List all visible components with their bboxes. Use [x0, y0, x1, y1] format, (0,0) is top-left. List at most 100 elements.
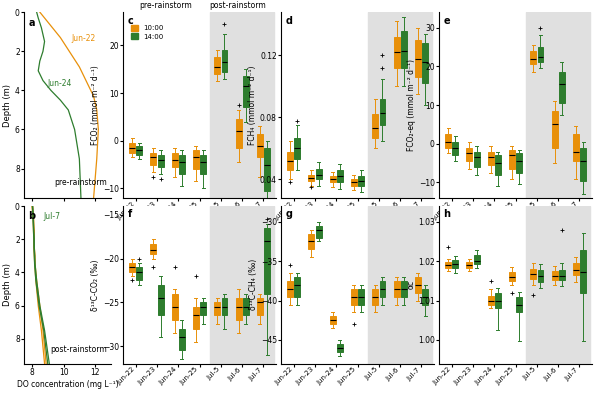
- Text: pre-rainstorm: pre-rainstorm: [54, 178, 107, 187]
- Text: Jul-7: Jul-7: [43, 213, 60, 221]
- PathPatch shape: [538, 270, 544, 282]
- PathPatch shape: [257, 134, 263, 158]
- PathPatch shape: [551, 111, 557, 147]
- Bar: [526, 206, 590, 364]
- PathPatch shape: [330, 176, 335, 183]
- PathPatch shape: [257, 298, 263, 316]
- PathPatch shape: [573, 134, 579, 161]
- PathPatch shape: [372, 114, 378, 137]
- Text: f: f: [128, 209, 132, 219]
- PathPatch shape: [394, 37, 400, 68]
- PathPatch shape: [136, 145, 142, 155]
- PathPatch shape: [415, 40, 421, 77]
- PathPatch shape: [488, 296, 494, 305]
- Y-axis label: Depth (m): Depth (m): [3, 263, 12, 306]
- PathPatch shape: [358, 289, 364, 305]
- Y-axis label: FCH₄ (mmol m⁻² d⁻¹): FCH₄ (mmol m⁻² d⁻¹): [248, 65, 257, 145]
- Bar: [210, 12, 274, 198]
- PathPatch shape: [445, 262, 451, 268]
- Y-axis label: δ¹³C-CO₂ (‰): δ¹³C-CO₂ (‰): [91, 259, 100, 311]
- PathPatch shape: [295, 137, 301, 159]
- PathPatch shape: [452, 261, 458, 268]
- Y-axis label: FCO₂ (mmol m⁻² d⁻¹): FCO₂ (mmol m⁻² d⁻¹): [91, 65, 100, 145]
- PathPatch shape: [151, 153, 157, 164]
- PathPatch shape: [422, 289, 428, 305]
- Text: post-rainstorm: post-rainstorm: [209, 1, 266, 10]
- Bar: [210, 206, 274, 364]
- Bar: [368, 206, 432, 364]
- PathPatch shape: [308, 175, 314, 181]
- PathPatch shape: [337, 344, 343, 352]
- PathPatch shape: [214, 57, 220, 74]
- PathPatch shape: [495, 156, 501, 175]
- Text: d: d: [286, 16, 293, 26]
- PathPatch shape: [287, 152, 293, 170]
- PathPatch shape: [473, 255, 479, 264]
- Legend: 10:00, 14:00: 10:00, 14:00: [131, 25, 164, 40]
- PathPatch shape: [179, 328, 185, 351]
- PathPatch shape: [488, 152, 494, 165]
- PathPatch shape: [530, 269, 536, 279]
- Text: Jun-22: Jun-22: [71, 34, 96, 44]
- Y-axis label: δ¹³C-CH₄ (‰): δ¹³C-CH₄ (‰): [249, 259, 258, 310]
- PathPatch shape: [129, 143, 135, 153]
- Text: b: b: [28, 211, 35, 221]
- PathPatch shape: [243, 76, 249, 107]
- PathPatch shape: [559, 270, 565, 280]
- PathPatch shape: [401, 281, 407, 297]
- PathPatch shape: [200, 302, 206, 316]
- Text: c: c: [128, 16, 133, 26]
- PathPatch shape: [172, 294, 178, 320]
- PathPatch shape: [316, 226, 322, 238]
- PathPatch shape: [452, 142, 458, 156]
- PathPatch shape: [295, 277, 301, 297]
- PathPatch shape: [308, 234, 314, 249]
- PathPatch shape: [530, 51, 536, 64]
- PathPatch shape: [316, 168, 322, 179]
- PathPatch shape: [193, 150, 199, 169]
- PathPatch shape: [394, 281, 400, 297]
- PathPatch shape: [136, 267, 142, 280]
- PathPatch shape: [380, 281, 385, 297]
- PathPatch shape: [193, 307, 199, 328]
- PathPatch shape: [509, 149, 515, 169]
- PathPatch shape: [129, 263, 135, 272]
- PathPatch shape: [264, 148, 270, 191]
- PathPatch shape: [509, 272, 515, 281]
- PathPatch shape: [330, 316, 335, 324]
- PathPatch shape: [221, 298, 227, 316]
- Text: e: e: [443, 16, 450, 26]
- Bar: [368, 12, 432, 198]
- Text: post-rainstorm: post-rainstorm: [50, 345, 107, 354]
- Text: g: g: [286, 209, 293, 219]
- Bar: [526, 12, 590, 198]
- PathPatch shape: [559, 72, 565, 103]
- PathPatch shape: [473, 152, 479, 167]
- PathPatch shape: [351, 179, 357, 185]
- PathPatch shape: [538, 47, 544, 63]
- PathPatch shape: [401, 31, 407, 68]
- Y-axis label: Depth (m): Depth (m): [3, 84, 12, 126]
- Text: pre-rainstorm: pre-rainstorm: [140, 1, 192, 10]
- PathPatch shape: [372, 289, 378, 305]
- PathPatch shape: [445, 134, 451, 147]
- PathPatch shape: [580, 147, 586, 181]
- PathPatch shape: [516, 297, 522, 311]
- PathPatch shape: [221, 50, 227, 72]
- X-axis label: DO concentration (mg L⁻¹): DO concentration (mg L⁻¹): [17, 379, 118, 389]
- PathPatch shape: [264, 228, 270, 294]
- PathPatch shape: [236, 119, 242, 148]
- PathPatch shape: [351, 289, 357, 305]
- PathPatch shape: [573, 263, 579, 275]
- PathPatch shape: [466, 262, 472, 268]
- Text: a: a: [28, 18, 35, 28]
- PathPatch shape: [337, 170, 343, 183]
- Y-axis label: FCO₂-eq (mmol m⁻² d⁻¹): FCO₂-eq (mmol m⁻² d⁻¹): [407, 59, 416, 151]
- Text: Jun-24: Jun-24: [48, 80, 72, 88]
- PathPatch shape: [422, 43, 428, 83]
- Text: h: h: [443, 209, 451, 219]
- PathPatch shape: [358, 176, 364, 185]
- PathPatch shape: [466, 147, 472, 161]
- PathPatch shape: [516, 154, 522, 173]
- PathPatch shape: [551, 271, 557, 280]
